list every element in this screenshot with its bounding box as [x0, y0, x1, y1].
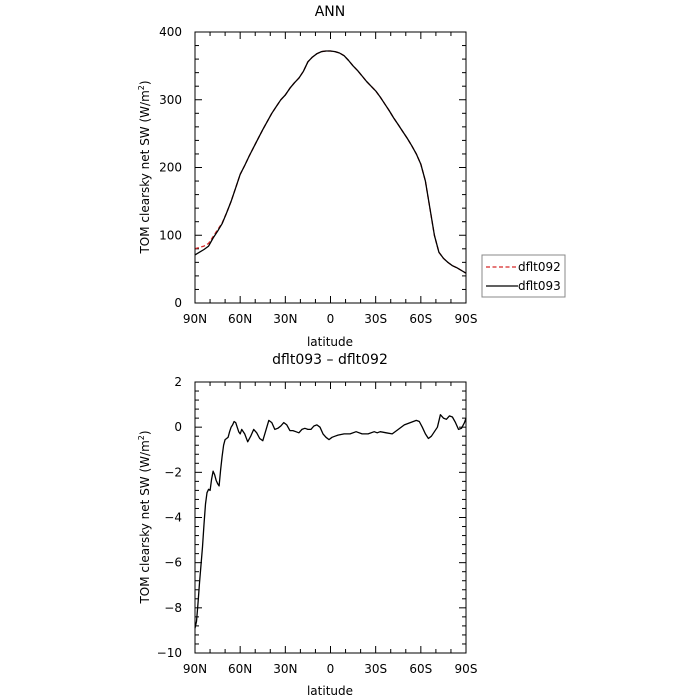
- difference-panel-y-axis-label: TOM clearsky net SW (W/m2): [137, 430, 152, 604]
- mean-panel-y-tick-label: 300: [159, 93, 182, 107]
- mean-panel: ANN latitude TOM clearsky net SW (W/m2) …: [137, 4, 566, 349]
- series-line-dflt093: [194, 50, 467, 274]
- mean-panel-x-tick-label: 60N: [228, 312, 252, 326]
- difference-panel-x-axis-label: latitude: [307, 684, 353, 698]
- mean-panel-y-axis-label-superscript: 2: [137, 85, 146, 90]
- difference-panel-x-tick-label: 30S: [364, 662, 387, 676]
- mean-panel-x-tick-label: 0: [327, 312, 335, 326]
- difference-panel-x-tick-label: 30N: [273, 662, 297, 676]
- difference-panel-y-axis-label-text: TOM clearsky net SW (W/m: [138, 440, 152, 604]
- mean-panel-y-axis-label: TOM clearsky net SW (W/m2): [137, 80, 152, 254]
- difference-panel-y-tick-label: 0: [174, 420, 182, 434]
- difference-panel-x-tick-label: 60N: [228, 662, 252, 676]
- legend-label-dflt093: dflt093: [518, 279, 561, 293]
- mean-panel-y-tick-label: 100: [159, 228, 182, 242]
- mean-panel-y-axis-label-close: ): [138, 80, 152, 85]
- difference-panel-difference-line: [194, 414, 467, 629]
- legend: dflt092 dflt093: [481, 254, 566, 298]
- mean-panel-x-tick-label: 90N: [183, 312, 207, 326]
- mean-panel-x-tick-label: 60S: [409, 312, 432, 326]
- mean-panel-x-tick-label: 30S: [364, 312, 387, 326]
- legend-label-dflt092: dflt092: [518, 260, 561, 274]
- mean-panel-x-tick-label: 90S: [455, 312, 478, 326]
- difference-panel-y-tick-label: −8: [164, 601, 182, 615]
- difference-panel: dflt093 – dflt092 latitude TOM clearsky …: [137, 352, 477, 698]
- difference-panel-x-tick-label: 60S: [409, 662, 432, 676]
- series-line-dflt092: [194, 50, 467, 274]
- mean-panel-y-tick-label: 400: [159, 25, 182, 39]
- difference-panel-y-axis-label-close: ): [138, 430, 152, 435]
- difference-panel-x-tick-label: 90S: [455, 662, 478, 676]
- mean-panel-y-tick-label: 0: [174, 296, 182, 310]
- difference-panel-x-tick-label: 0: [327, 662, 335, 676]
- mean-panel-plot-frame: [194, 31, 467, 304]
- mean-panel-y-tick-label: 200: [159, 161, 182, 175]
- mean-panel-y-axis-label-text: TOM clearsky net SW (W/m: [138, 90, 152, 254]
- difference-panel-y-tick-label: 2: [174, 375, 182, 389]
- difference-panel-y-axis-label-superscript: 2: [137, 435, 146, 440]
- difference-panel-y-tick-label: −2: [164, 465, 182, 479]
- difference-panel-x-tick-label: 90N: [183, 662, 207, 676]
- mean-panel-x-tick-label: 30N: [273, 312, 297, 326]
- mean-panel-x-axis-label: latitude: [307, 335, 353, 349]
- difference-panel-plot-frame: [194, 381, 467, 654]
- difference-panel-y-tick-label: −6: [164, 556, 182, 570]
- legend-box: [481, 254, 566, 298]
- difference-panel-y-tick-label: −10: [157, 646, 182, 660]
- difference-panel-title: dflt093 – dflt092: [272, 352, 388, 368]
- mean-panel-title: ANN: [315, 4, 346, 20]
- difference-panel-y-tick-label: −4: [164, 511, 182, 525]
